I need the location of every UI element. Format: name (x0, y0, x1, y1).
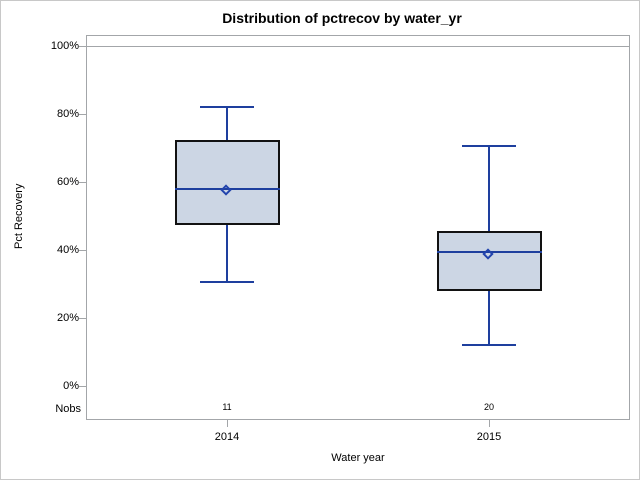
median-line (174, 187, 280, 190)
y-tick-label: 0% (63, 380, 79, 392)
whisker-cap-low (462, 344, 516, 347)
y-axis-title: Pct Recovery (13, 183, 25, 249)
reference-line-100pct (86, 46, 630, 47)
nobs-row-label: Nobs (55, 403, 81, 415)
nobs-value: 20 (483, 402, 494, 412)
y-tick-label: 100% (50, 40, 79, 52)
y-tick-mark (79, 318, 86, 319)
y-tick-mark (79, 114, 86, 115)
y-tick-mark (79, 386, 86, 387)
iqr-box (174, 139, 280, 225)
y-tick-label: 80% (56, 108, 79, 120)
x-tick-mark (489, 420, 490, 427)
x-tick-label: 2015 (476, 431, 502, 443)
whisker-cap-high (200, 106, 254, 109)
y-tick-mark (79, 46, 86, 47)
y-tick-label: 60% (56, 176, 79, 188)
plot-frame (86, 35, 630, 420)
iqr-box (436, 231, 542, 291)
x-axis-title: Water year (331, 452, 385, 464)
x-tick-label: 2014 (214, 431, 240, 443)
whisker-cap-low (200, 281, 254, 284)
y-tick-label: 20% (56, 312, 79, 324)
nobs-value: 11 (222, 402, 232, 412)
y-tick-mark (79, 182, 86, 183)
whisker-cap-high (462, 145, 516, 148)
y-tick-mark (79, 250, 86, 251)
median-line (436, 250, 542, 253)
x-tick-mark (227, 420, 228, 427)
chart-title: Distribution of pctrecov by water_yr (222, 10, 462, 26)
y-tick-label: 40% (56, 244, 79, 256)
